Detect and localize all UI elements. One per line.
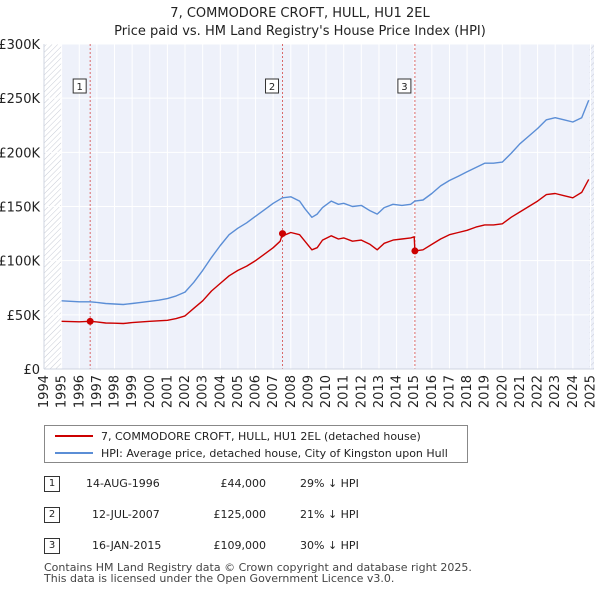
y-tick-label: £250K	[0, 92, 40, 107]
x-tick-label: 2000	[143, 375, 158, 408]
transaction-date: 16-JAN-2015	[92, 539, 162, 552]
x-tick-label: 2001	[160, 375, 175, 408]
chart-subtitle: Price paid vs. HM Land Registry's House …	[114, 24, 486, 39]
sale-label: 2	[269, 82, 275, 93]
sale-label: 1	[76, 82, 82, 93]
property-series-line	[61, 179, 590, 325]
x-tick-label: 2017	[442, 375, 457, 408]
transaction-date: 12-JUL-2007	[92, 508, 160, 521]
sale-point	[86, 317, 94, 325]
x-tick-label: 2015	[407, 375, 422, 408]
footer-copyright: Contains HM Land Registry data © Crown c…	[44, 561, 472, 574]
x-tick-label: 2010	[319, 375, 334, 408]
x-tick-label: 2007	[266, 375, 281, 408]
sale-label-box	[72, 78, 87, 94]
x-tick-label: 2008	[284, 375, 299, 408]
legend-item-property: 7, COMMODORE CROFT, HULL, HU1 2EL (detac…	[55, 428, 421, 444]
x-tick-label: 2004	[213, 375, 228, 408]
x-tick-label: 1999	[125, 375, 140, 408]
sale-point	[411, 247, 419, 255]
sale-label: 3	[401, 82, 407, 93]
legend-swatch-hpi	[55, 452, 93, 454]
x-tick-label: 2018	[460, 375, 475, 408]
sale-label-box	[265, 78, 280, 94]
legend-label-hpi: HPI: Average price, detached house, City…	[101, 446, 448, 460]
x-tick-label: 2021	[513, 375, 528, 408]
x-tick-label: 1994	[37, 375, 52, 408]
x-tick-label: 2012	[354, 375, 369, 408]
x-tick-label: 2024	[566, 375, 581, 408]
transaction-hpi-diff: 29% ↓ HPI	[300, 477, 359, 490]
transaction-price: £109,000	[213, 539, 267, 552]
x-tick-label: 2019	[478, 375, 493, 408]
y-tick-label: £100K	[0, 255, 40, 270]
y-tick-label: £150K	[0, 201, 40, 216]
y-tick-label: £0	[23, 363, 40, 378]
transaction-hpi-diff: 21% ↓ HPI	[300, 508, 359, 521]
transaction-number: 2	[44, 507, 60, 523]
x-tick-label: 2014	[390, 375, 405, 408]
sale-point	[279, 230, 287, 238]
hpi-series-line	[61, 100, 590, 306]
x-tick-label: 1995	[55, 375, 70, 408]
x-tick-label: 2009	[301, 375, 316, 408]
chart-title: 7, COMMODORE CROFT, HULL, HU1 2EL	[170, 6, 430, 21]
transaction-price: £44,000	[220, 477, 267, 490]
x-tick-label: 2003	[196, 375, 211, 408]
sale-label-box	[397, 78, 412, 94]
legend: 7, COMMODORE CROFT, HULL, HU1 2EL (detac…	[44, 425, 468, 463]
x-tick-label: 2025	[583, 375, 598, 408]
x-tick-label: 2006	[249, 375, 264, 408]
legend-swatch-property	[55, 435, 93, 437]
x-tick-label: 2005	[231, 375, 246, 408]
legend-label-property: 7, COMMODORE CROFT, HULL, HU1 2EL (detac…	[101, 429, 421, 443]
y-tick-label: £50K	[7, 309, 41, 324]
transaction-number: 1	[44, 476, 60, 492]
x-tick-label: 1997	[90, 375, 105, 408]
x-tick-label: 2013	[372, 375, 387, 408]
transaction-hpi-diff: 30% ↓ HPI	[300, 539, 359, 552]
x-tick-label: 1996	[72, 375, 87, 408]
legend-item-hpi: HPI: Average price, detached house, City…	[55, 445, 448, 461]
footer-license: This data is licensed under the Open Gov…	[44, 572, 395, 585]
x-tick-label: 2020	[495, 375, 510, 408]
y-tick-label: £200K	[0, 146, 40, 161]
x-tick-label: 2016	[425, 375, 440, 408]
x-tick-label: 2011	[337, 375, 352, 408]
x-tick-label: 2023	[548, 375, 563, 408]
x-tick-label: 2022	[531, 375, 546, 408]
y-tick-label: £300K	[0, 38, 40, 53]
transaction-number: 3	[44, 538, 60, 554]
transaction-price: £125,000	[213, 508, 267, 521]
x-tick-label: 2002	[178, 375, 193, 408]
transaction-date: 14-AUG-1996	[86, 477, 160, 490]
x-tick-label: 1998	[108, 375, 123, 408]
